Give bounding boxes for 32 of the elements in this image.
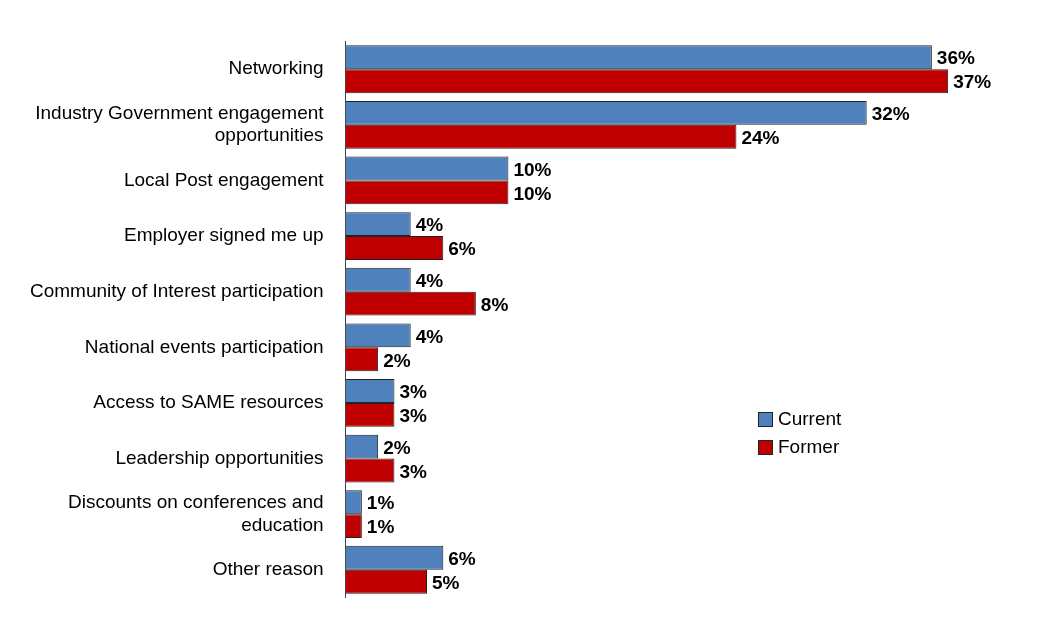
data-label: 6% <box>448 548 476 570</box>
data-label: 8% <box>480 293 509 315</box>
data-label: 2% <box>383 436 411 458</box>
data-label: 5% <box>432 571 460 593</box>
y-tick-label: Networking <box>228 57 324 79</box>
data-label: 1% <box>366 516 395 538</box>
data-label: 3% <box>399 381 427 403</box>
data-label: 32% <box>871 103 910 125</box>
data-label: 3% <box>399 460 427 482</box>
y-tick-label: Other reason <box>212 558 324 580</box>
y-tick-label: Local Post engagement <box>123 168 325 190</box>
legend-label: Current <box>778 408 842 430</box>
y-tick-label: National events participation <box>84 335 324 357</box>
y-tick-label: Community of Interest participation <box>29 279 324 301</box>
y-tick-label: Discounts on conferences and education <box>67 491 324 535</box>
legend-label: Former <box>778 436 840 458</box>
data-label: 3% <box>399 405 427 427</box>
data-label: 10% <box>513 182 552 204</box>
data-label: 4% <box>415 325 444 347</box>
y-tick-label: Access to SAME resources <box>93 391 324 413</box>
data-label: 10% <box>513 158 552 180</box>
data-label: 2% <box>383 349 411 371</box>
data-label: 4% <box>415 214 444 236</box>
y-tick-label: Employer signed me up <box>123 224 324 246</box>
y-tick-label: Industry Government engagement opportunities <box>35 101 325 146</box>
data-label: 37% <box>953 71 992 93</box>
data-label: 6% <box>448 238 476 260</box>
data-label: 1% <box>366 492 395 514</box>
y-tick-label: Leadership opportunities <box>115 446 324 468</box>
data-label: 24% <box>741 127 780 149</box>
data-label: 4% <box>415 269 444 291</box>
data-label: 36% <box>936 47 975 69</box>
